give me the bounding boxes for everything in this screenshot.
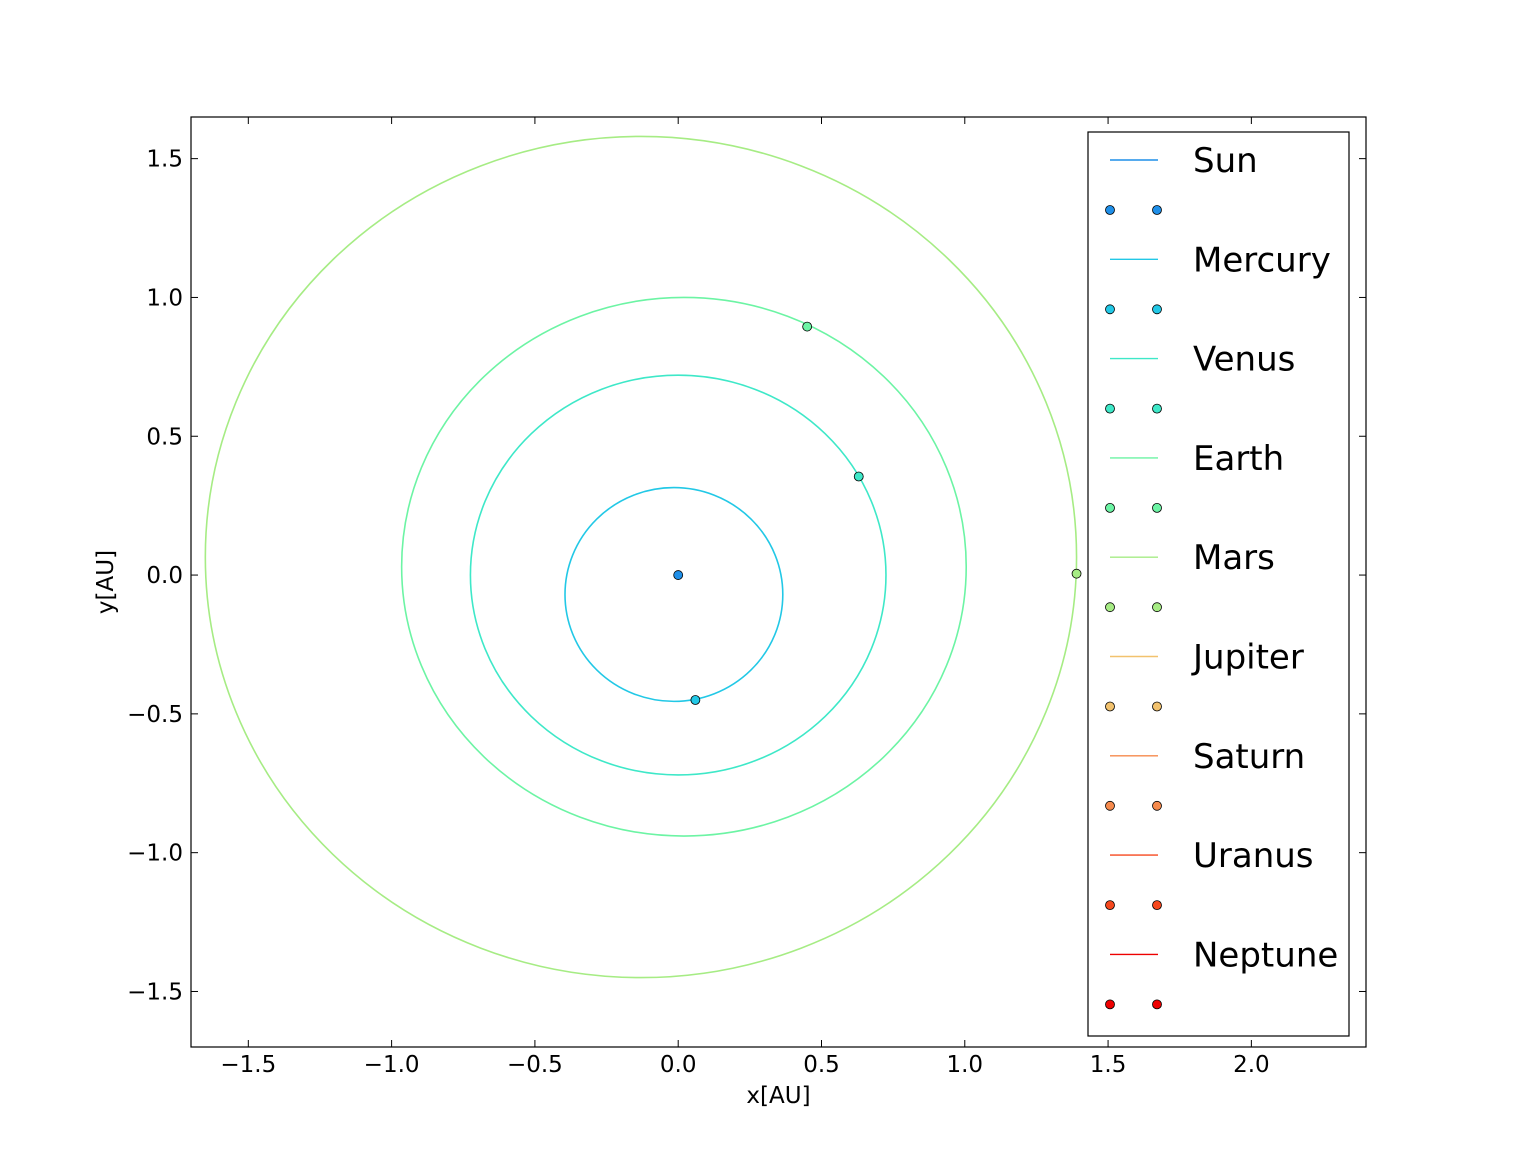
legend-items: Sun Mercury Venus Earth Mars Jupiter Saturn Ura… — [1105, 141, 1338, 1010]
position-marker-venus — [853, 471, 864, 482]
legend-marker-neptune — [1152, 999, 1162, 1010]
legend-marker-sun — [1105, 205, 1115, 215]
y-tick-label: −1.5 — [127, 979, 183, 1005]
legend-marker-mars — [1105, 602, 1115, 613]
orbit-earth — [400, 296, 968, 837]
y-tick-label: −0.5 — [127, 702, 183, 728]
position-marker-sun — [673, 570, 684, 580]
x-tick-label: 0.5 — [803, 1052, 840, 1078]
y-tick-label: 1.5 — [146, 147, 183, 173]
planet-positions-layer — [673, 321, 1082, 705]
orbit-venus — [469, 374, 887, 776]
x-tick-label: 0.0 — [660, 1052, 697, 1078]
legend-marker-uranus — [1152, 900, 1162, 910]
x-tick-label: 2.0 — [1233, 1052, 1270, 1078]
axis-ticks-layer: −1.5 −1.0 −0.5 0.0 0.5 1.0 1.5 2.0 −1.5 −1.0 −0.5 0… — [127, 117, 1366, 1078]
y-tick-label: 1.0 — [146, 285, 183, 311]
legend-marker-saturn — [1152, 800, 1162, 811]
legend-marker-earth — [1105, 502, 1115, 513]
legend-marker-venus — [1152, 403, 1162, 414]
legend-marker-mercury — [1152, 304, 1162, 315]
orbit-mars — [204, 135, 1078, 979]
legend-marker-mars — [1152, 602, 1162, 613]
x-tick-label: 1.0 — [946, 1052, 983, 1078]
legend-label-neptune: Neptune — [1193, 935, 1338, 975]
legend-label-saturn: Saturn — [1193, 737, 1305, 777]
position-marker-earth — [802, 321, 813, 332]
legend-marker-neptune — [1105, 999, 1115, 1010]
position-marker-mars — [1071, 568, 1082, 579]
legend-marker-jupiter — [1152, 701, 1162, 712]
legend: Sun Mercury Venus Earth Mars Jupiter Saturn Ura… — [1087, 131, 1350, 1037]
y-tick-label: 0.5 — [146, 424, 183, 450]
position-marker-mercury — [690, 695, 701, 705]
plot-area-frame — [190, 116, 1367, 1048]
legend-marker-uranus — [1105, 900, 1115, 910]
legend-label-uranus: Uranus — [1193, 836, 1314, 876]
legend-label-jupiter: Jupiter — [1191, 638, 1304, 678]
legend-box — [1087, 131, 1350, 1037]
legend-label-venus: Venus — [1193, 340, 1295, 380]
legend-marker-saturn — [1105, 800, 1115, 811]
x-tick-label: 1.5 — [1090, 1052, 1127, 1078]
orbit-mercury — [564, 486, 784, 703]
legend-marker-sun — [1152, 205, 1162, 215]
x-tick-label: −1.5 — [220, 1052, 276, 1078]
x-tick-label: −0.5 — [507, 1052, 563, 1078]
legend-label-earth: Earth — [1193, 439, 1284, 479]
legend-label-mars: Mars — [1193, 538, 1275, 578]
legend-marker-mercury — [1105, 304, 1115, 315]
orbits-layer — [204, 135, 1078, 979]
legend-marker-jupiter — [1105, 701, 1115, 712]
legend-label-mercury: Mercury — [1193, 240, 1331, 280]
legend-marker-venus — [1105, 403, 1115, 414]
legend-marker-earth — [1152, 502, 1162, 513]
y-tick-label: 0.0 — [146, 563, 183, 589]
x-axis-label: x[AU] — [746, 1083, 810, 1109]
x-tick-label: −1.0 — [364, 1052, 420, 1078]
legend-label-sun: Sun — [1193, 141, 1258, 181]
y-axis-label: y[AU] — [93, 550, 119, 614]
y-tick-label: −1.0 — [127, 841, 183, 867]
